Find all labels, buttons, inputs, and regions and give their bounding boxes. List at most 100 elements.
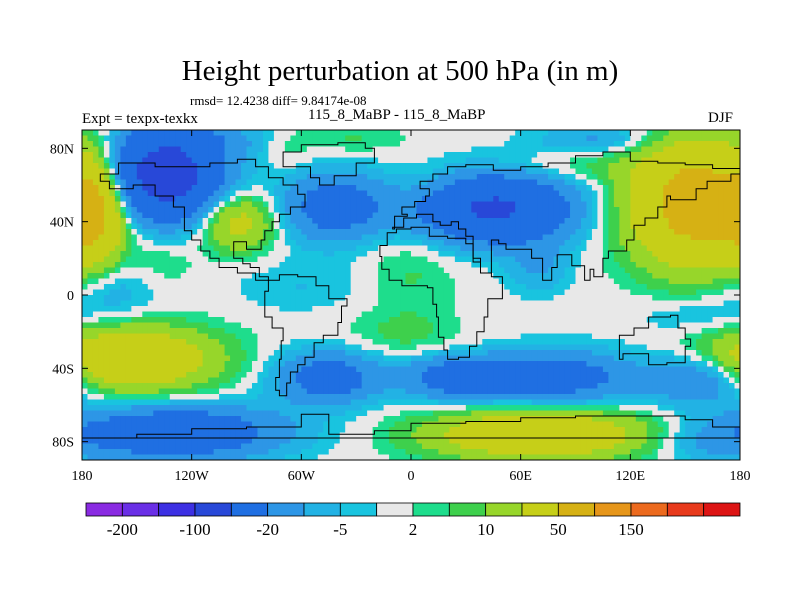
field-cell bbox=[208, 201, 215, 208]
field-cell bbox=[400, 267, 407, 274]
field-cell bbox=[559, 223, 566, 230]
field-cell bbox=[367, 317, 374, 324]
field-cell bbox=[405, 196, 412, 203]
field-cell bbox=[646, 251, 653, 258]
field-cell bbox=[169, 350, 176, 357]
field-cell bbox=[98, 273, 105, 280]
field-cell bbox=[729, 300, 736, 307]
field-cell bbox=[553, 218, 560, 225]
field-cell bbox=[306, 300, 313, 307]
field-cell bbox=[613, 157, 620, 164]
field-cell bbox=[685, 190, 692, 197]
field-cell bbox=[378, 317, 385, 324]
field-cell bbox=[531, 179, 538, 186]
field-cell bbox=[186, 355, 193, 362]
field-cell bbox=[630, 196, 637, 203]
field-cell bbox=[690, 328, 697, 335]
field-cell bbox=[509, 141, 516, 148]
field-cell bbox=[328, 333, 335, 340]
field-cell bbox=[284, 256, 291, 263]
field-cell bbox=[164, 196, 171, 203]
field-cell bbox=[471, 284, 478, 291]
field-cell bbox=[323, 355, 330, 362]
field-cell bbox=[608, 212, 615, 219]
field-cell bbox=[103, 212, 111, 219]
field-cell bbox=[679, 168, 686, 175]
field-cell bbox=[438, 229, 445, 236]
field-cell bbox=[219, 289, 226, 296]
field-cell bbox=[487, 190, 494, 197]
field-cell bbox=[405, 168, 412, 175]
field-cell bbox=[591, 218, 599, 225]
field-cell bbox=[526, 328, 533, 335]
field-cell bbox=[526, 157, 533, 164]
field-cell bbox=[454, 223, 461, 230]
field-cell bbox=[619, 234, 626, 241]
field-cell bbox=[213, 130, 220, 137]
field-cell bbox=[471, 328, 478, 335]
field-cell bbox=[597, 262, 604, 269]
field-cell bbox=[208, 212, 215, 219]
field-cell bbox=[443, 179, 450, 186]
field-cell bbox=[624, 141, 631, 148]
field-cell bbox=[630, 245, 637, 252]
field-cell bbox=[339, 135, 346, 142]
field-cell bbox=[553, 289, 560, 296]
field-cell bbox=[82, 146, 89, 153]
field-cell bbox=[246, 135, 253, 142]
field-cell bbox=[246, 317, 253, 324]
field-cell bbox=[679, 306, 686, 313]
field-cell bbox=[586, 207, 593, 214]
field-cell bbox=[219, 185, 226, 192]
field-cell bbox=[98, 146, 105, 153]
field-cell bbox=[471, 322, 478, 329]
field-cell bbox=[92, 185, 100, 192]
field-cell bbox=[646, 201, 653, 208]
field-cell bbox=[328, 278, 335, 285]
field-cell bbox=[279, 262, 286, 269]
field-cell bbox=[208, 163, 215, 170]
field-cell bbox=[537, 311, 544, 318]
field-cell bbox=[586, 141, 593, 148]
field-cell bbox=[389, 229, 396, 236]
field-cell bbox=[427, 218, 434, 225]
field-cell bbox=[367, 306, 374, 313]
field-cell bbox=[109, 328, 116, 335]
field-cell bbox=[602, 306, 609, 313]
field-cell bbox=[613, 163, 620, 170]
field-cell bbox=[641, 295, 648, 302]
field-cell bbox=[257, 339, 264, 346]
field-cell bbox=[707, 207, 714, 214]
field-cell bbox=[257, 295, 264, 302]
field-cell bbox=[630, 152, 637, 159]
field-cell bbox=[663, 234, 670, 241]
field-cell bbox=[685, 267, 692, 274]
field-cell bbox=[372, 245, 379, 252]
field-cell bbox=[175, 141, 182, 148]
field-cell bbox=[120, 135, 127, 142]
field-cell bbox=[652, 251, 659, 258]
field-cell bbox=[679, 179, 686, 186]
field-cell bbox=[734, 322, 740, 329]
field-cell bbox=[443, 344, 450, 351]
field-cell bbox=[197, 223, 204, 230]
field-cell bbox=[591, 273, 599, 280]
field-cell bbox=[723, 157, 730, 164]
field-cell bbox=[219, 322, 226, 329]
field-cell bbox=[301, 196, 308, 203]
field-cell bbox=[657, 278, 664, 285]
field-cell bbox=[624, 322, 631, 329]
field-cell bbox=[103, 256, 111, 263]
field-cell bbox=[729, 289, 736, 296]
field-cell bbox=[98, 223, 105, 230]
field-cell bbox=[734, 223, 740, 230]
field-cell bbox=[175, 229, 182, 236]
field-cell bbox=[432, 289, 440, 296]
field-cell bbox=[707, 240, 714, 247]
field-cell bbox=[339, 295, 346, 302]
field-cell bbox=[526, 245, 533, 252]
field-cell bbox=[652, 317, 659, 324]
field-cell bbox=[136, 300, 143, 307]
field-cell bbox=[542, 322, 549, 329]
field-cell bbox=[224, 179, 231, 186]
